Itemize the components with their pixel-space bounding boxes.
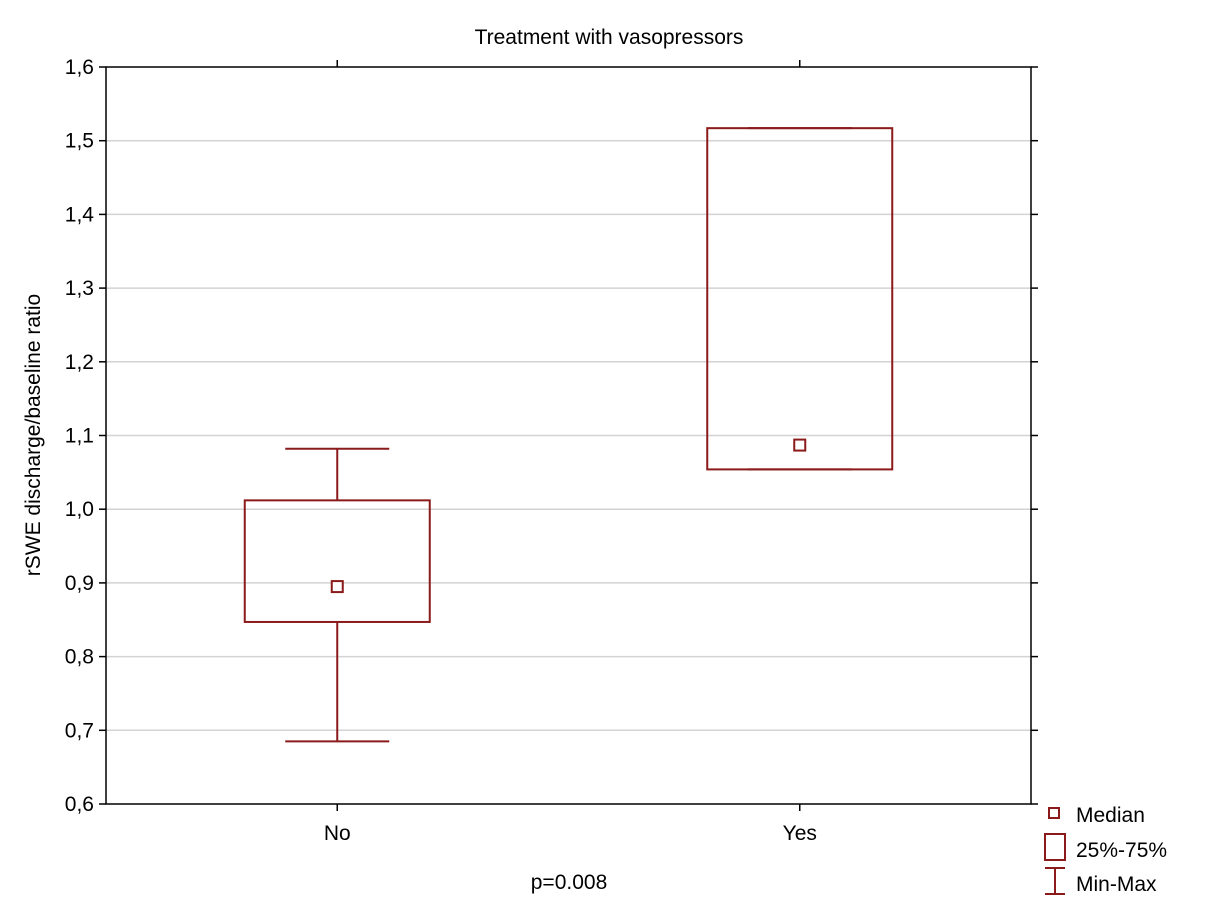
x-tick-label: No bbox=[324, 822, 351, 845]
box-iqr bbox=[243, 499, 431, 623]
y-tick-label: 1,6 bbox=[65, 56, 94, 79]
y-tick-label: 0,8 bbox=[65, 646, 94, 669]
legend-label: Median bbox=[1076, 804, 1145, 827]
axis-ticks: 0,6 0,7 0,8 0,9 1,0 1,1 1,2 1,3 1,4 1,5 1,6 No Yes bbox=[65, 56, 1038, 845]
y-axis-label: rSWE discharge/baseline ratio bbox=[22, 294, 45, 576]
y-tick-label: 1,3 bbox=[65, 277, 94, 300]
legend-median-icon bbox=[1048, 807, 1060, 819]
y-tick-label: 1,4 bbox=[65, 203, 95, 226]
chart-title: Treatment with vasopressors bbox=[475, 26, 744, 49]
legend: Median 25%-75% Min-Max bbox=[1044, 804, 1167, 896]
y-tick-label: 1,5 bbox=[65, 130, 94, 153]
x-axis-label: p=0.008 bbox=[531, 871, 608, 894]
x-tick-label: Yes bbox=[783, 822, 817, 845]
y-tick-label: 1,0 bbox=[65, 498, 94, 521]
gridlines bbox=[106, 139, 1031, 732]
y-tick-label: 0,9 bbox=[65, 572, 94, 595]
legend-label: 25%-75% bbox=[1076, 839, 1167, 862]
y-tick-label: 0,7 bbox=[65, 719, 94, 742]
y-tick-label: 1,2 bbox=[65, 351, 94, 374]
legend-box-icon bbox=[1044, 833, 1066, 861]
median-marker bbox=[330, 580, 344, 594]
box-iqr bbox=[706, 127, 894, 471]
plot-data bbox=[243, 127, 894, 743]
median-marker bbox=[793, 438, 807, 452]
legend-label: Min-Max bbox=[1076, 873, 1157, 896]
y-tick-label: 1,1 bbox=[65, 425, 94, 448]
y-tick-label: 0,6 bbox=[65, 793, 94, 816]
